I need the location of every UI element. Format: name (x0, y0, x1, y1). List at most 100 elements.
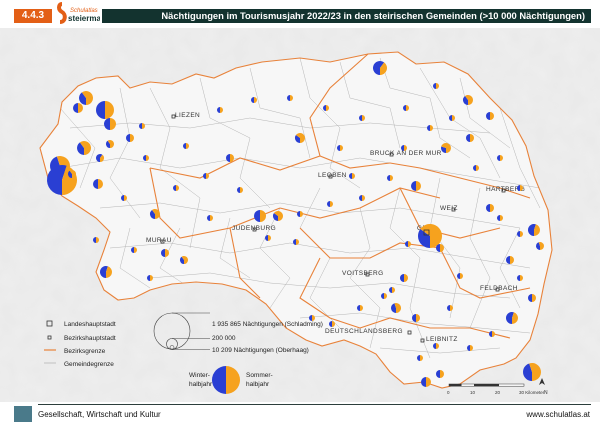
summer-slice (124, 195, 127, 201)
municipality-pie (139, 123, 145, 129)
summer-slice (390, 175, 393, 181)
scale-tick-0: 0 (447, 390, 450, 395)
winter-slice (179, 256, 184, 264)
winter-slice (254, 210, 260, 222)
winter-slice (411, 181, 416, 191)
municipality-pie (251, 97, 257, 103)
summer-slice (436, 343, 439, 349)
summer-slice (510, 256, 514, 264)
municipality-pie (93, 179, 103, 189)
municipality-pie (473, 165, 479, 171)
municipality-pie (467, 345, 473, 351)
summer-slice (529, 363, 542, 381)
municipality-pie (96, 101, 114, 119)
bezirkshauptstadt-marker (389, 152, 394, 157)
winter-slice (497, 155, 500, 161)
winter-slice (226, 154, 230, 162)
municipality-pie (329, 321, 335, 327)
summer-slice (142, 123, 145, 129)
municipality-pie (183, 143, 189, 149)
summer-slice (152, 209, 161, 219)
summer-slice (500, 155, 503, 161)
municipality-pie (179, 255, 188, 264)
winter-slice (173, 185, 176, 191)
winter-slice (79, 92, 86, 105)
summer-slice (436, 83, 439, 89)
municipality-pie (466, 134, 474, 142)
winter-slice (203, 173, 206, 179)
municipality-pie (497, 155, 503, 161)
winter-slice (359, 195, 362, 201)
winter-slice (96, 154, 103, 162)
winter-slice (150, 209, 155, 219)
winter-slice (401, 145, 404, 151)
municipality-pie (401, 145, 407, 151)
municipality-pie (323, 105, 329, 111)
winter-slice (265, 235, 268, 241)
legend-bezirkshauptstadt: Bezirkshauptstadt (64, 335, 116, 342)
summer-slice (78, 103, 83, 113)
north-arrow-icon: N (539, 378, 548, 396)
district-labels: LIEZEN BRUCK AN DER MUR LEOBEN HARTBERG … (146, 112, 525, 343)
winter-slice (217, 107, 220, 113)
winter-slice (126, 134, 130, 142)
legend-size-max: 1 935 865 Nächtigungen (Schladming) (212, 321, 323, 328)
winter-slice (506, 256, 510, 264)
summer-slice (360, 305, 363, 311)
municipality-pie (295, 133, 305, 143)
winter-slice (489, 331, 492, 337)
summer-slice (130, 134, 134, 142)
winter-slice (359, 115, 362, 121)
bezirkshauptstadt-marker (328, 174, 333, 179)
summer-slice (416, 181, 421, 191)
svg-text:steiermark: steiermark (68, 14, 100, 23)
municipality-pie (207, 215, 213, 221)
winter-slice (139, 123, 142, 129)
summer-slice (69, 169, 76, 178)
winter-slice (68, 170, 72, 178)
municipality-pie (449, 115, 455, 121)
winter-slice (427, 125, 430, 131)
municipality-pie (293, 239, 299, 245)
winter-slice (373, 61, 385, 75)
summer-slice (534, 224, 540, 236)
winter-slice (391, 303, 396, 313)
winter-slice (463, 95, 468, 105)
summer-slice (392, 287, 395, 293)
municipality-pie (47, 165, 78, 195)
winter-slice (389, 287, 392, 293)
winter-slice (447, 305, 450, 311)
municipality-pie (506, 256, 514, 264)
winter-slice (466, 134, 470, 142)
summer-slice (268, 235, 271, 241)
winter-slice (105, 140, 110, 148)
winter-slice (387, 175, 390, 181)
municipality-pie (528, 294, 536, 302)
bezirkshauptstadt-marker (501, 188, 506, 193)
municipality-pie (254, 210, 266, 222)
municipality-pie (121, 195, 127, 201)
district-label-hartberg: HARTBERG (486, 186, 525, 193)
municipality-pie (150, 209, 161, 219)
summer-slice (273, 211, 284, 221)
summer-slice (186, 143, 189, 149)
municipality-pie (309, 315, 315, 321)
bezirkshauptstadt-marker (365, 272, 370, 277)
municipality-pie (517, 185, 523, 191)
bezirkshauptstadt-marker (171, 114, 176, 119)
summer-slice (105, 101, 114, 119)
municipality-pie (421, 377, 431, 387)
municipality-pie (403, 105, 409, 111)
municipality-pie (517, 275, 523, 281)
bezirkshauptstadt-marker (451, 207, 456, 212)
summer-slice (254, 97, 257, 103)
winter-slice (436, 244, 440, 252)
winter-slice (457, 273, 460, 279)
summer-slice (406, 105, 409, 111)
municipality-pie (147, 275, 153, 281)
winter-slice (161, 249, 165, 257)
municipality-pie (79, 91, 94, 105)
municipality-pie (387, 175, 393, 181)
summer-slice (404, 145, 407, 151)
winter-slice (147, 275, 150, 281)
